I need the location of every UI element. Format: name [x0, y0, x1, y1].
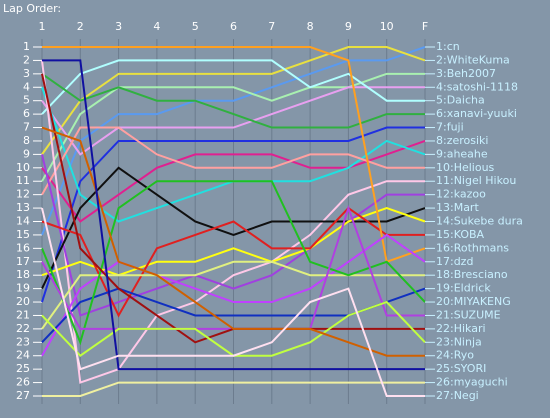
x-tick-label: 10	[380, 20, 394, 33]
series-line	[41, 207, 425, 397]
series-label: 14:Sukebe dura	[436, 215, 523, 228]
series-line	[42, 381, 425, 397]
y-tick-label: 26	[16, 376, 30, 389]
x-tick-label: 5	[192, 20, 199, 33]
y-tick-label: 19	[16, 282, 30, 295]
series-label: 5:Daicha	[436, 94, 485, 107]
series-label: 17:dzd	[436, 255, 473, 268]
x-tick-label: 6	[230, 20, 237, 33]
y-tick-label: 5	[23, 94, 30, 107]
x-tick-label: 2	[77, 20, 84, 33]
series-label: 21:SUZUME	[436, 308, 501, 321]
series-line	[41, 46, 426, 236]
y-tick-label: 4	[23, 80, 30, 93]
series-label: 10:Helious	[436, 161, 495, 174]
y-tick-label: 1	[23, 40, 30, 53]
y-tick-label: 17	[16, 255, 30, 268]
x-tick-label: 7	[268, 20, 275, 33]
series-label: 24:Ryo	[436, 349, 474, 362]
x-tick-label: F	[422, 20, 428, 33]
series-label: 3:Beh2007	[436, 67, 496, 80]
chart-title: Lap Order:	[3, 2, 61, 15]
series-line	[42, 46, 426, 264]
y-tick-label: 14	[16, 215, 30, 228]
y-tick-label: 21	[16, 308, 30, 321]
series-label: 20:MIYAKENG	[436, 295, 511, 308]
series-line	[41, 166, 426, 290]
series-label: 2:WhiteKuma	[436, 53, 510, 66]
series-label: 16:Rothmans	[436, 241, 509, 254]
x-tick-label: 9	[345, 20, 352, 33]
series-line	[42, 59, 425, 371]
series-label: 15:KOBA	[436, 228, 485, 241]
series-label: 4:satoshi-1118	[436, 80, 518, 93]
y-tick-label: 6	[23, 107, 30, 120]
y-tick-label: 12	[16, 188, 30, 201]
series-line	[41, 126, 425, 303]
series-line	[41, 86, 425, 156]
series-label: 9:aheahe	[436, 147, 488, 160]
y-tick-label: 15	[16, 228, 30, 241]
x-tick-label: 8	[307, 20, 314, 33]
series-line	[41, 60, 425, 384]
y-tick-label: 25	[16, 362, 30, 375]
series-label: 6:xanavi-yuuki	[436, 107, 517, 120]
series-label: 8:zerosiki	[436, 134, 488, 147]
y-tick-label: 13	[16, 201, 30, 214]
y-tick-label: 8	[23, 134, 30, 147]
y-tick-label: 2	[23, 53, 30, 66]
series-label: 18:Bresciano	[436, 268, 508, 281]
y-tick-label: 3	[23, 67, 30, 80]
series-label: 27:Negi	[436, 389, 479, 402]
series-line	[41, 46, 426, 155]
series-line	[41, 59, 425, 115]
y-tick-label: 27	[16, 389, 30, 402]
series-label: 22:Hikari	[436, 322, 486, 335]
series-label: 7:fuji	[436, 121, 464, 134]
y-tick-label: 11	[16, 174, 30, 187]
y-tick-label: 7	[23, 121, 30, 134]
y-tick-label: 20	[16, 295, 30, 308]
series-label: 1:cn	[436, 40, 460, 53]
series-label: 11:Nigel Hikou	[436, 174, 516, 187]
y-tick-label: 24	[16, 349, 30, 362]
series-line	[41, 126, 425, 357]
x-tick-label: 4	[153, 20, 160, 33]
series-line	[41, 140, 426, 223]
series-label: 13:Mart	[436, 201, 479, 214]
series-label: 19:Eldrick	[436, 282, 491, 295]
y-tick-label: 22	[16, 322, 30, 335]
series-label: 26:myaguchi	[436, 376, 508, 389]
series-label: 12:kazoo	[436, 188, 486, 201]
series-label: 25:SYORI	[436, 362, 486, 375]
y-tick-label: 10	[16, 161, 30, 174]
x-tick-label: 1	[39, 20, 46, 33]
x-tick-label: 3	[115, 20, 122, 33]
series-line	[41, 154, 425, 317]
series-line	[41, 126, 425, 196]
y-tick-label: 18	[16, 268, 30, 281]
y-tick-label: 23	[16, 335, 30, 348]
series-label: 23:Ninja	[436, 335, 482, 348]
y-tick-label: 9	[23, 147, 30, 160]
series-line	[41, 206, 425, 318]
series-line	[41, 180, 426, 346]
y-tick-label: 16	[16, 241, 30, 254]
